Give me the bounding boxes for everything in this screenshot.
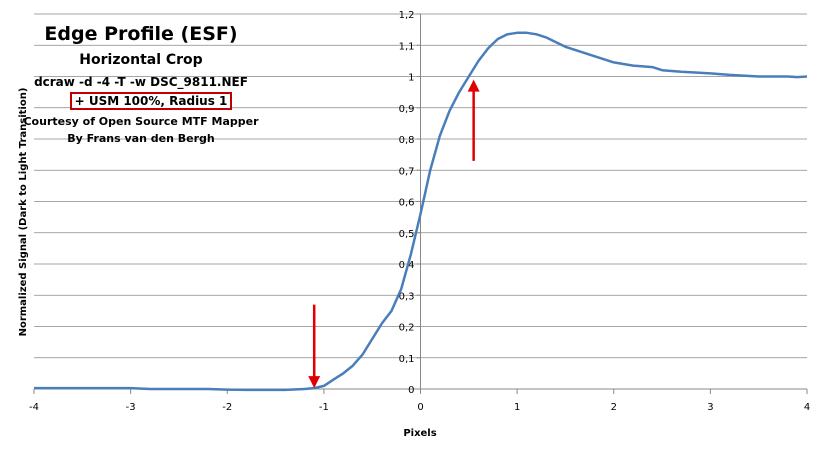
- series-layer: [34, 31, 808, 392]
- credit-line-2: By Frans van den Bergh: [67, 132, 215, 145]
- y-axis-title: Normalized Signal (Dark to Light Transit…: [18, 88, 29, 337]
- x-tick-label: 4: [804, 402, 810, 413]
- axes: [33, 13, 808, 394]
- esf-series-line: [34, 31, 808, 392]
- y-tick-label: 1: [408, 73, 414, 84]
- y-tick-label: 0,6: [399, 198, 415, 209]
- arrows-layer: [308, 79, 480, 389]
- x-tick-label: 0: [417, 402, 423, 413]
- x-tick-label: -4: [29, 402, 39, 413]
- chart-subtitle: Horizontal Crop: [79, 52, 203, 68]
- chart-title: Edge Profile (ESF): [44, 23, 238, 45]
- x-tick-label: 3: [707, 402, 713, 413]
- y-tick-label: 0,2: [399, 323, 415, 334]
- x-tick-label: -2: [222, 402, 232, 413]
- x-tick-label: 1: [514, 402, 520, 413]
- y-tick-label: 0: [408, 385, 414, 396]
- tick-labels: 00,10,20,30,40,50,60,70,80,911,11,2-4 -3-…: [29, 10, 810, 413]
- y-tick-label: 0,1: [399, 354, 415, 365]
- command-annotation: dcraw -d -4 -T -w DSC_9811.NEF: [34, 75, 248, 89]
- y-tick-label: 0,5: [399, 229, 415, 240]
- y-tick-label: 0,8: [399, 135, 415, 146]
- y-tick-label: 1,2: [399, 10, 415, 21]
- credit-line-1: Courtesy of Open Source MTF Mapper: [23, 115, 259, 128]
- y-tick-label: 0,3: [399, 291, 415, 302]
- x-axis-title: Pixels: [403, 428, 436, 439]
- x-tick-label: -3: [126, 402, 136, 413]
- x-tick-label: 2: [611, 402, 617, 413]
- y-tick-label: 0,9: [399, 104, 415, 115]
- arrow-down: [308, 304, 321, 389]
- y-tick-label: 0,7: [399, 166, 415, 177]
- arrow-up: [467, 79, 480, 161]
- usm-annotation-box: + USM 100%, Radius 1: [70, 92, 232, 110]
- x-tick-label: -1: [319, 402, 329, 413]
- y-tick-label: 1,1: [399, 41, 415, 52]
